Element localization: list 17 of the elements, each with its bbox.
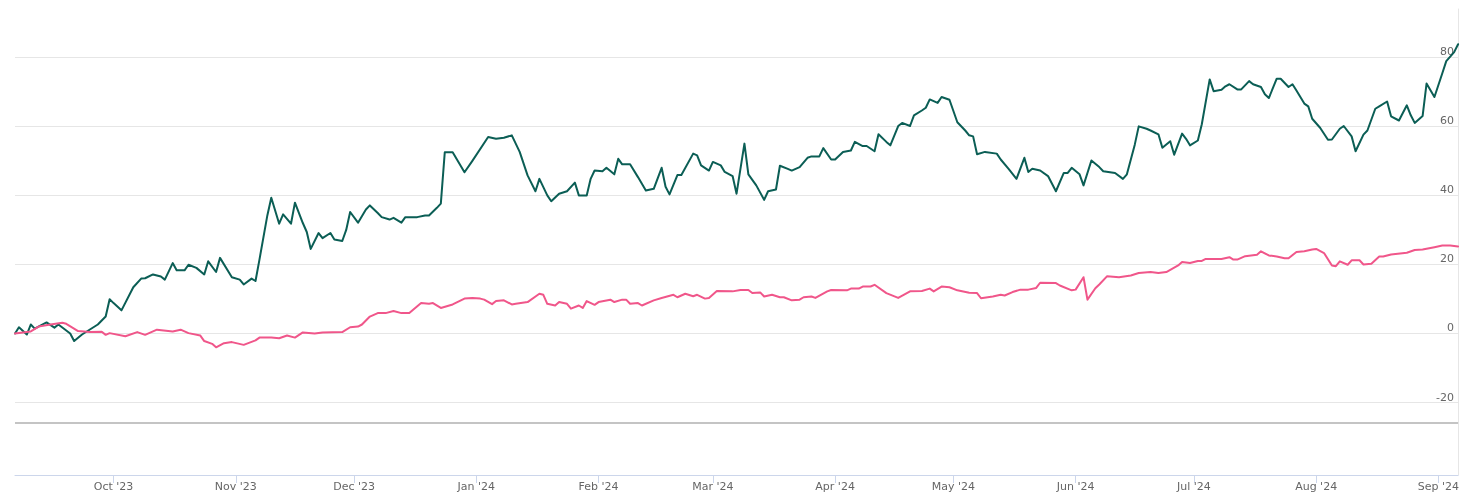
y-tick-label: 60 [1440, 114, 1455, 128]
x-tick-label: Oct '23 [93, 480, 134, 493]
x-tick-label: May '24 [931, 480, 976, 493]
y-tick-label: -20 [1436, 390, 1455, 404]
x-tick-label: Jun '24 [1055, 480, 1095, 493]
y-tick-label: 0 [1447, 321, 1455, 335]
x-tick-label: Aug '24 [1295, 480, 1338, 493]
x-tick-label: Apr '24 [815, 480, 855, 493]
x-tick-label: Sep '24 [1417, 480, 1459, 493]
x-tick-label: Mar '24 [692, 480, 734, 493]
x-tick-label: Dec '23 [333, 480, 375, 493]
y-tick-label: 40 [1440, 183, 1455, 197]
y-tick-label: 20 [1440, 252, 1455, 266]
x-tick-label: Jan '24 [456, 480, 496, 493]
x-tick-label: Feb '24 [578, 480, 619, 493]
x-tick-label: Jul '24 [1176, 480, 1211, 493]
x-tick-label: Nov '23 [214, 480, 257, 493]
